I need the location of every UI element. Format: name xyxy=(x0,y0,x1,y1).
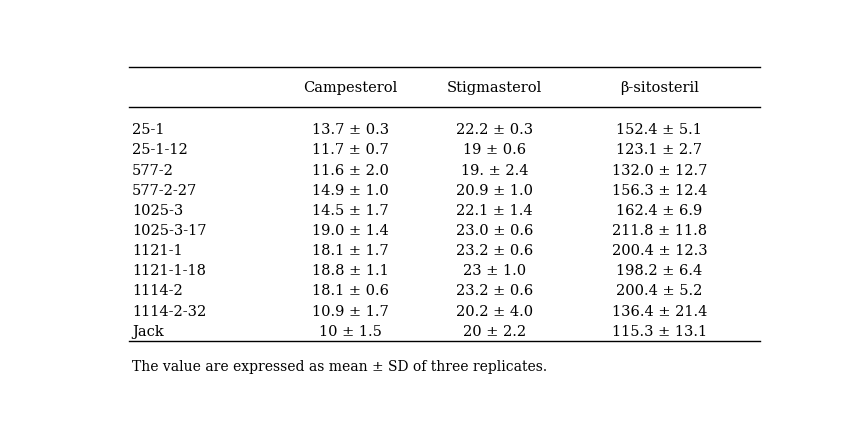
Text: 14.5 ± 1.7: 14.5 ± 1.7 xyxy=(312,203,388,217)
Text: 200.4 ± 12.3: 200.4 ± 12.3 xyxy=(611,244,707,258)
Text: 25-1: 25-1 xyxy=(132,123,165,137)
Text: 23.2 ± 0.6: 23.2 ± 0.6 xyxy=(456,284,533,298)
Text: 25-1-12: 25-1-12 xyxy=(132,143,187,157)
Text: 20 ± 2.2: 20 ± 2.2 xyxy=(463,324,526,338)
Text: 18.1 ± 1.7: 18.1 ± 1.7 xyxy=(312,244,388,258)
Text: 11.7 ± 0.7: 11.7 ± 0.7 xyxy=(312,143,388,157)
Text: 18.1 ± 0.6: 18.1 ± 0.6 xyxy=(312,284,388,298)
Text: 10 ± 1.5: 10 ± 1.5 xyxy=(319,324,381,338)
Text: 211.8 ± 11.8: 211.8 ± 11.8 xyxy=(612,223,707,237)
Text: 156.3 ± 12.4: 156.3 ± 12.4 xyxy=(611,184,707,197)
Text: 1114-2: 1114-2 xyxy=(132,284,183,298)
Text: β-sitosteril: β-sitosteril xyxy=(620,81,699,95)
Text: 11.6 ± 2.0: 11.6 ± 2.0 xyxy=(312,163,388,177)
Text: 23.0 ± 0.6: 23.0 ± 0.6 xyxy=(456,223,533,237)
Text: 115.3 ± 13.1: 115.3 ± 13.1 xyxy=(612,324,707,338)
Text: The value are expressed as mean ± SD of three replicates.: The value are expressed as mean ± SD of … xyxy=(132,359,547,373)
Text: 18.8 ± 1.1: 18.8 ± 1.1 xyxy=(312,264,388,278)
Text: 20.9 ± 1.0: 20.9 ± 1.0 xyxy=(456,184,533,197)
Text: 136.4 ± 21.4: 136.4 ± 21.4 xyxy=(611,304,707,318)
Text: 19. ± 2.4: 19. ± 2.4 xyxy=(461,163,529,177)
Text: 23 ± 1.0: 23 ± 1.0 xyxy=(463,264,526,278)
Text: Campesterol: Campesterol xyxy=(303,81,397,95)
Text: 577-2-27: 577-2-27 xyxy=(132,184,197,197)
Text: Stigmasterol: Stigmasterol xyxy=(447,81,543,95)
Text: 22.2 ± 0.3: 22.2 ± 0.3 xyxy=(456,123,533,137)
Text: 13.7 ± 0.3: 13.7 ± 0.3 xyxy=(312,123,388,137)
Text: 162.4 ± 6.9: 162.4 ± 6.9 xyxy=(616,203,702,217)
Text: 10.9 ± 1.7: 10.9 ± 1.7 xyxy=(312,304,388,318)
Text: 19 ± 0.6: 19 ± 0.6 xyxy=(463,143,526,157)
Text: Jack: Jack xyxy=(132,324,164,338)
Text: 20.2 ± 4.0: 20.2 ± 4.0 xyxy=(456,304,533,318)
Text: 152.4 ± 5.1: 152.4 ± 5.1 xyxy=(616,123,702,137)
Text: 200.4 ± 5.2: 200.4 ± 5.2 xyxy=(616,284,702,298)
Text: 1121-1: 1121-1 xyxy=(132,244,183,258)
Text: 1114-2-32: 1114-2-32 xyxy=(132,304,206,318)
Text: 123.1 ± 2.7: 123.1 ± 2.7 xyxy=(616,143,702,157)
Text: 19.0 ± 1.4: 19.0 ± 1.4 xyxy=(312,223,388,237)
Text: 198.2 ± 6.4: 198.2 ± 6.4 xyxy=(616,264,702,278)
Text: 132.0 ± 12.7: 132.0 ± 12.7 xyxy=(611,163,707,177)
Text: 577-2: 577-2 xyxy=(132,163,173,177)
Text: 22.1 ± 1.4: 22.1 ± 1.4 xyxy=(456,203,533,217)
Text: 1025-3-17: 1025-3-17 xyxy=(132,223,206,237)
Text: 1121-1-18: 1121-1-18 xyxy=(132,264,205,278)
Text: 23.2 ± 0.6: 23.2 ± 0.6 xyxy=(456,244,533,258)
Text: 1025-3: 1025-3 xyxy=(132,203,183,217)
Text: 14.9 ± 1.0: 14.9 ± 1.0 xyxy=(312,184,388,197)
